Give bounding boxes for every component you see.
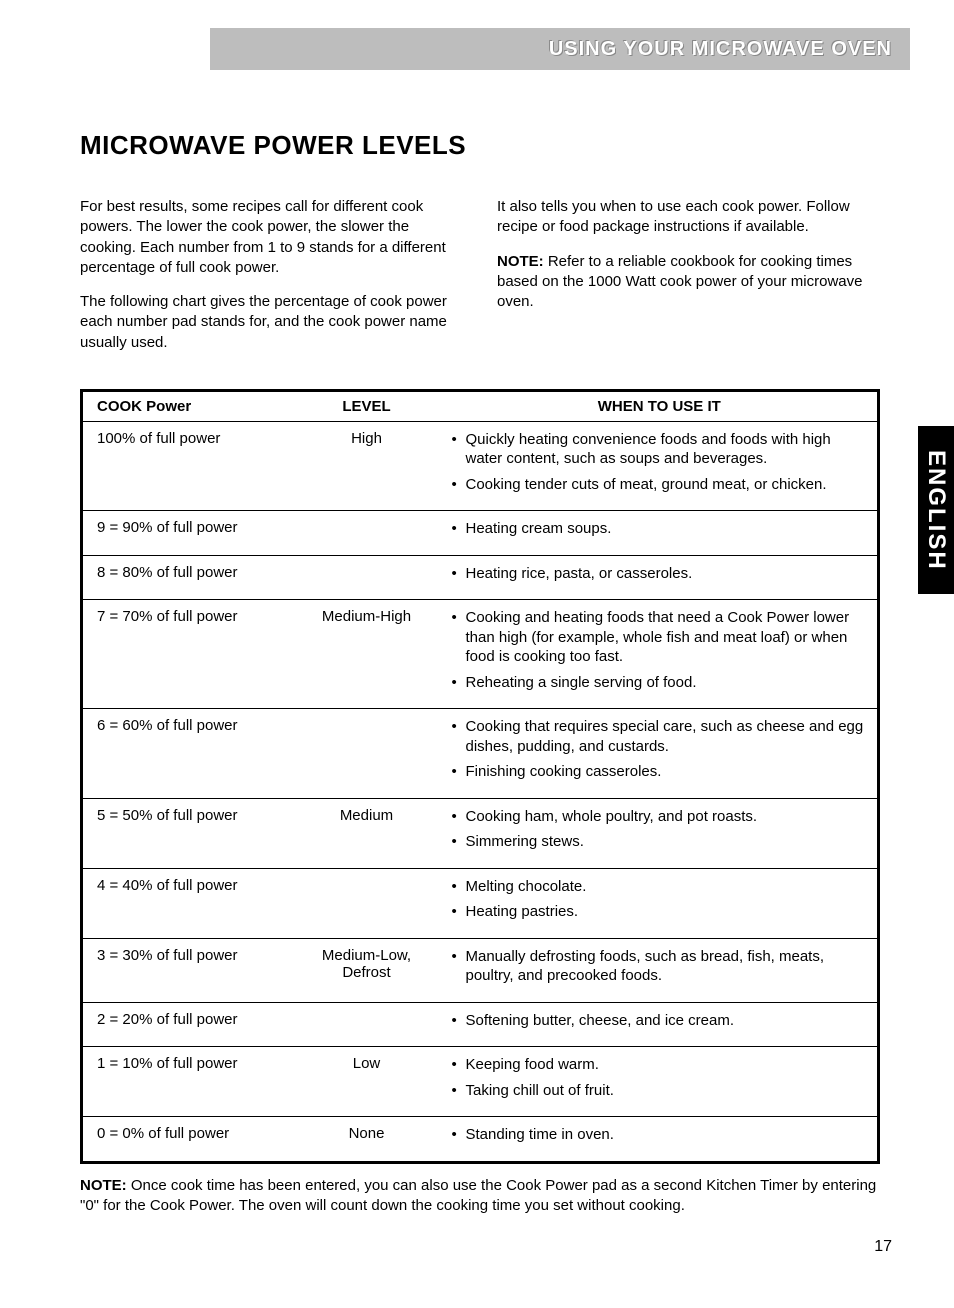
cell-level: Medium-Low, Defrost: [292, 938, 442, 1002]
footnote-label: NOTE:: [80, 1177, 127, 1194]
use-item: Taking chill out of fruit.: [452, 1081, 868, 1101]
use-item: Keeping food warm.: [452, 1055, 868, 1075]
intro-right-column: It also tells you when to use each cook …: [497, 197, 880, 367]
intro-note: NOTE: Refer to a reliable cookbook for c…: [497, 252, 880, 313]
cell-uses: Standing time in oven.: [442, 1117, 879, 1163]
cell-uses: Softening butter, cheese, and ice cream.: [442, 1002, 879, 1047]
cell-level: Medium: [292, 798, 442, 868]
use-item: Heating rice, pasta, or casseroles.: [452, 564, 868, 584]
use-item: Heating pastries.: [452, 902, 868, 922]
table-row: 5 = 50% of full powerMedium Cooking ham, …: [82, 798, 879, 868]
col-header-level: LEVEL: [292, 390, 442, 421]
table-row: 4 = 40% of full power Melting chocolate. H…: [82, 868, 879, 938]
cell-power: 2 = 20% of full power: [82, 1002, 292, 1047]
footnote: NOTE: Once cook time has been entered, y…: [80, 1176, 880, 1217]
cell-power: 100% of full power: [82, 421, 292, 511]
use-item: Finishing cooking casseroles.: [452, 762, 868, 782]
cell-uses: Cooking and heating foods that need a Co…: [442, 600, 879, 709]
cell-uses: Keeping food warm. Taking chill out of fr…: [442, 1047, 879, 1117]
cell-power: 6 = 60% of full power: [82, 709, 292, 799]
cell-uses: Melting chocolate. Heating pastries.: [442, 868, 879, 938]
cell-level: [292, 709, 442, 799]
cell-level: Low: [292, 1047, 442, 1117]
table-row: 1 = 10% of full powerLowKeeping food war…: [82, 1047, 879, 1117]
use-item: Quickly heating convenience foods and fo…: [452, 430, 868, 469]
cell-power: 5 = 50% of full power: [82, 798, 292, 868]
intro-left-column: For best results, some recipes call for …: [80, 197, 463, 367]
table-row: 9 = 90% of full power Heating cream soups…: [82, 511, 879, 556]
cell-level: High: [292, 421, 442, 511]
use-item: Cooking and heating foods that need a Co…: [452, 608, 868, 667]
use-item: Softening butter, cheese, and ice cream.: [452, 1011, 868, 1031]
cell-uses: Heating rice, pasta, or casseroles.: [442, 555, 879, 600]
use-item: Heating cream soups.: [452, 519, 868, 539]
cell-level: [292, 868, 442, 938]
cell-level: Medium-High: [292, 600, 442, 709]
table-row: 8 = 80% of full power Heating rice, pasta…: [82, 555, 879, 600]
note-label: NOTE:: [497, 253, 544, 270]
page-number: 17: [874, 1238, 892, 1256]
cell-power: 1 = 10% of full power: [82, 1047, 292, 1117]
use-item: Melting chocolate.: [452, 877, 868, 897]
footnote-text: Once cook time has been entered, you can…: [80, 1177, 876, 1214]
col-header-power: COOK Power: [82, 390, 292, 421]
table-body: 100% of full powerHigh Quickly heating co…: [82, 421, 879, 1162]
table-row: 3 = 30% of full powerMedium-Low, Defrost…: [82, 938, 879, 1002]
cell-uses: Heating cream soups.: [442, 511, 879, 556]
cell-level: [292, 1002, 442, 1047]
language-tab-text: ENGLISH: [922, 450, 950, 571]
cell-level: [292, 511, 442, 556]
header-banner: USING YOUR MICROWAVE OVEN: [210, 28, 910, 70]
table-row: 0 = 0% of full powerNone Standing time i…: [82, 1117, 879, 1163]
cell-uses: Cooking that requires special care, such…: [442, 709, 879, 799]
use-item: Manually defrosting foods, such as bread…: [452, 947, 868, 986]
intro-columns: For best results, some recipes call for …: [80, 197, 880, 367]
cell-level: [292, 555, 442, 600]
use-item: Cooking ham, whole poultry, and pot roas…: [452, 807, 868, 827]
cell-power: 7 = 70% of full power: [82, 600, 292, 709]
use-item: Simmering stews.: [452, 832, 868, 852]
cell-uses: Quickly heating convenience foods and fo…: [442, 421, 879, 511]
table-row: 2 = 20% of full power Softening butter, c…: [82, 1002, 879, 1047]
cell-power: 9 = 90% of full power: [82, 511, 292, 556]
use-item: Reheating a single serving of food.: [452, 673, 868, 693]
cell-power: 8 = 80% of full power: [82, 555, 292, 600]
use-item: Cooking that requires special care, such…: [452, 717, 868, 756]
cell-uses: Manually defrosting foods, such as bread…: [442, 938, 879, 1002]
use-item: Standing time in oven.: [452, 1125, 868, 1145]
table-row: 6 = 60% of full power Cooking that requir…: [82, 709, 879, 799]
cell-level: None: [292, 1117, 442, 1163]
intro-para: It also tells you when to use each cook …: [497, 197, 880, 238]
note-text: Refer to a reliable cookbook for cooking…: [497, 253, 862, 311]
language-tab: ENGLISH: [918, 426, 954, 594]
intro-para: The following chart gives the percentage…: [80, 292, 463, 353]
table-header-row: COOK Power LEVEL WHEN TO USE IT: [82, 390, 879, 421]
page-title: MICROWAVE POWER LEVELS: [80, 130, 880, 161]
page-content: MICROWAVE POWER LEVELS For best results,…: [80, 130, 880, 1216]
table-row: 7 = 70% of full powerMedium-HighCooking …: [82, 600, 879, 709]
intro-para: For best results, some recipes call for …: [80, 197, 463, 278]
header-banner-text: USING YOUR MICROWAVE OVEN: [549, 38, 892, 61]
use-item: Cooking tender cuts of meat, ground meat…: [452, 475, 868, 495]
col-header-uses: WHEN TO USE IT: [442, 390, 879, 421]
table-row: 100% of full powerHigh Quickly heating co…: [82, 421, 879, 511]
cell-uses: Cooking ham, whole poultry, and pot roas…: [442, 798, 879, 868]
cell-power: 3 = 30% of full power: [82, 938, 292, 1002]
power-levels-table: COOK Power LEVEL WHEN TO USE IT 100% of …: [80, 389, 880, 1164]
cell-power: 0 = 0% of full power: [82, 1117, 292, 1163]
cell-power: 4 = 40% of full power: [82, 868, 292, 938]
